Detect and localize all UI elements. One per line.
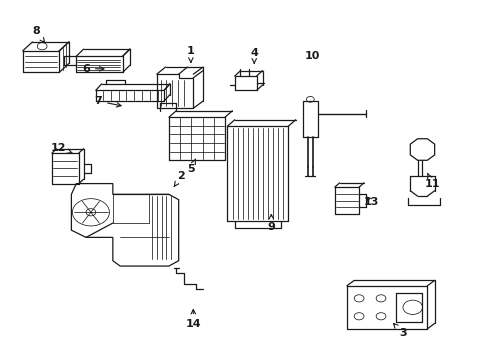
Text: 12: 12	[50, 143, 72, 153]
Text: 4: 4	[250, 48, 258, 63]
Text: 14: 14	[185, 310, 201, 329]
Text: 11: 11	[424, 173, 439, 189]
Text: 2: 2	[174, 171, 184, 186]
Text: 6: 6	[82, 64, 104, 74]
Text: 3: 3	[393, 324, 406, 338]
Text: 10: 10	[305, 51, 320, 61]
Text: 7: 7	[94, 96, 121, 107]
Text: 8: 8	[32, 26, 44, 42]
Text: 9: 9	[267, 215, 275, 231]
Text: 5: 5	[187, 159, 195, 174]
Text: 13: 13	[363, 197, 378, 207]
Text: 1: 1	[186, 46, 194, 62]
